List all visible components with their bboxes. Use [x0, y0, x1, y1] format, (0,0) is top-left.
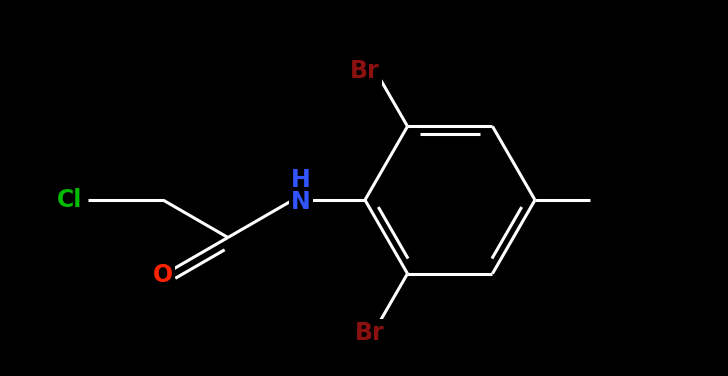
Text: O: O: [153, 263, 173, 287]
Text: H: H: [291, 168, 311, 192]
Text: N: N: [291, 190, 311, 214]
Text: Br: Br: [350, 59, 380, 83]
Text: Br: Br: [355, 321, 385, 345]
Text: Cl: Cl: [58, 188, 83, 212]
